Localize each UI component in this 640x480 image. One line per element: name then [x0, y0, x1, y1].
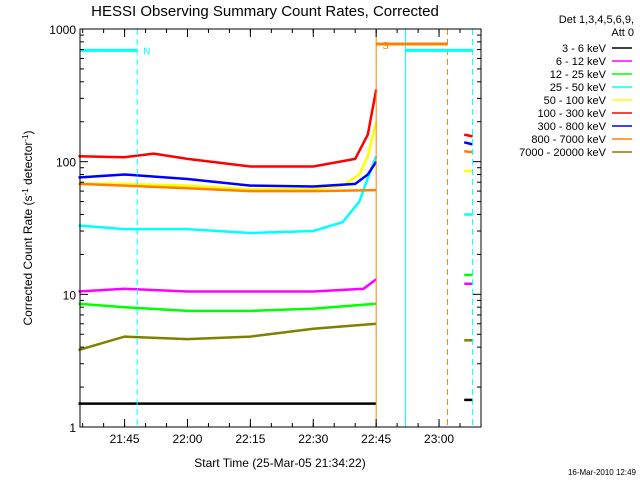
legend-label-4: 25 - 50 keV	[550, 82, 607, 94]
series-layer	[78, 89, 473, 405]
legend-label-3: 12 - 25 keV	[550, 69, 607, 81]
legend-label-9: 7000 - 20000 keV	[519, 147, 607, 159]
series-2	[78, 278, 473, 293]
legend-header-line-1: Det 1,3,4,5,6,9,	[559, 14, 634, 26]
x-tick-label-3: 22:15	[235, 432, 265, 446]
x-tick-label-5: 22:45	[361, 432, 391, 446]
series-4	[78, 155, 473, 235]
annotation-n: N	[143, 46, 150, 57]
legend-label-2: 6 - 12 keV	[556, 56, 607, 68]
x-axis-ticks: 21:45 22:00 22:15 22:30 22:45 23:00	[82, 29, 482, 446]
series-6	[78, 89, 473, 168]
y-axis-ticks: 1 10 100 1000	[49, 23, 481, 435]
series-9	[78, 322, 473, 352]
y-axis-label-part2: detector	[21, 142, 35, 189]
legend-label-7: 300 - 800 keV	[538, 121, 607, 133]
plot-frame	[79, 28, 482, 428]
legend-label-6: 100 - 300 keV	[538, 108, 607, 120]
flag-bars: NS	[80, 41, 473, 57]
x-tick-label-4: 22:30	[298, 432, 328, 446]
legend-header-line-2: Att 0	[611, 27, 634, 39]
series-9-line-1	[78, 322, 377, 352]
annotation-s: S	[382, 41, 389, 52]
series-8-line-2	[464, 149, 473, 154]
x-tick-label-1: 21:45	[110, 432, 140, 446]
series-3-line-1	[78, 302, 377, 313]
y-axis-label-sup2: -1	[21, 134, 30, 142]
y-axis-label-part3: )	[21, 130, 35, 134]
generated-timestamp: 16-Mar-2010 12:49	[568, 468, 637, 477]
y-tick-label-3: 100	[56, 156, 76, 170]
series-7	[78, 141, 473, 188]
series-1	[78, 398, 473, 405]
series-5-line-1	[78, 121, 378, 191]
series-6-line-2	[463, 133, 473, 138]
x-axis-label: Start Time (25-Mar-05 21:34:22)	[194, 456, 365, 470]
series-3	[78, 273, 473, 313]
series-7-line-2	[463, 141, 473, 146]
y-axis-label: Corrected Count Rate (s-1 detector-1)	[21, 130, 36, 325]
y-axis-label-part1: Corrected Count Rate (s	[21, 195, 35, 325]
x-tick-label-6: 23:00	[424, 432, 454, 446]
series-5	[78, 121, 473, 191]
y-axis-label-sup1: -1	[21, 188, 30, 196]
vertical-lines	[136, 29, 474, 427]
legend-label-5: 50 - 100 keV	[544, 95, 607, 107]
y-tick-label-4: 1000	[49, 23, 76, 37]
series-8-line-1	[78, 182, 377, 193]
x-tick-label-2: 22:00	[172, 432, 202, 446]
series-7-line-1	[78, 161, 378, 188]
legend-label-1: 3 - 6 keV	[562, 43, 607, 55]
legend-label-8: 800 - 7000 keV	[531, 134, 606, 146]
y-tick-label-2: 10	[63, 288, 77, 302]
y-tick-label-1: 1	[69, 421, 76, 435]
series-8	[78, 149, 473, 193]
series-4-line-1	[78, 155, 378, 235]
chart-title: HESSI Observing Summary Count Rates, Cor…	[91, 3, 439, 20]
series-6-line-1	[78, 89, 378, 168]
series-2-line-1	[78, 278, 377, 293]
